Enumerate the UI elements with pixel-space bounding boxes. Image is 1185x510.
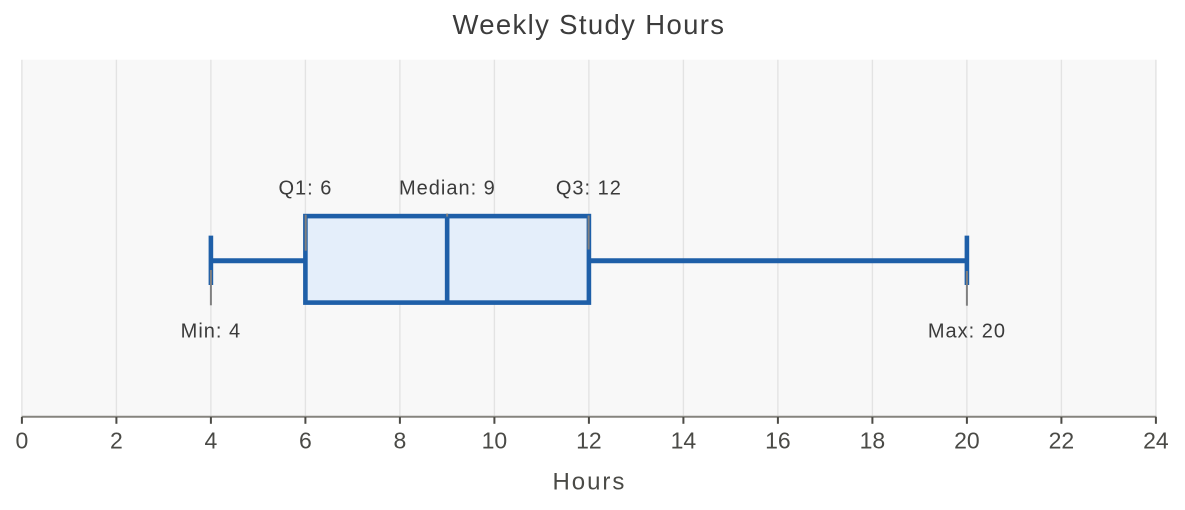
svg-text:6: 6	[299, 428, 312, 454]
svg-text:14: 14	[671, 428, 697, 454]
svg-text:16: 16	[765, 428, 791, 454]
svg-text:Hours: Hours	[553, 468, 627, 495]
svg-text:18: 18	[860, 428, 886, 454]
svg-text:24: 24	[1143, 428, 1169, 454]
svg-text:22: 22	[1049, 428, 1075, 454]
svg-text:10: 10	[482, 428, 508, 454]
svg-text:Q3: 12: Q3: 12	[556, 178, 622, 200]
svg-text:Min: 4: Min: 4	[181, 321, 241, 343]
svg-text:2: 2	[110, 428, 123, 454]
svg-text:Max: 20: Max: 20	[928, 321, 1006, 343]
svg-text:Q1: 6: Q1: 6	[278, 178, 332, 200]
svg-text:20: 20	[954, 428, 980, 454]
svg-text:12: 12	[576, 428, 602, 454]
svg-text:Weekly Study Hours: Weekly Study Hours	[452, 9, 725, 40]
svg-text:0: 0	[16, 428, 29, 454]
svg-text:4: 4	[205, 428, 218, 454]
svg-text:Median: 9: Median: 9	[399, 178, 496, 200]
svg-text:8: 8	[394, 428, 407, 454]
